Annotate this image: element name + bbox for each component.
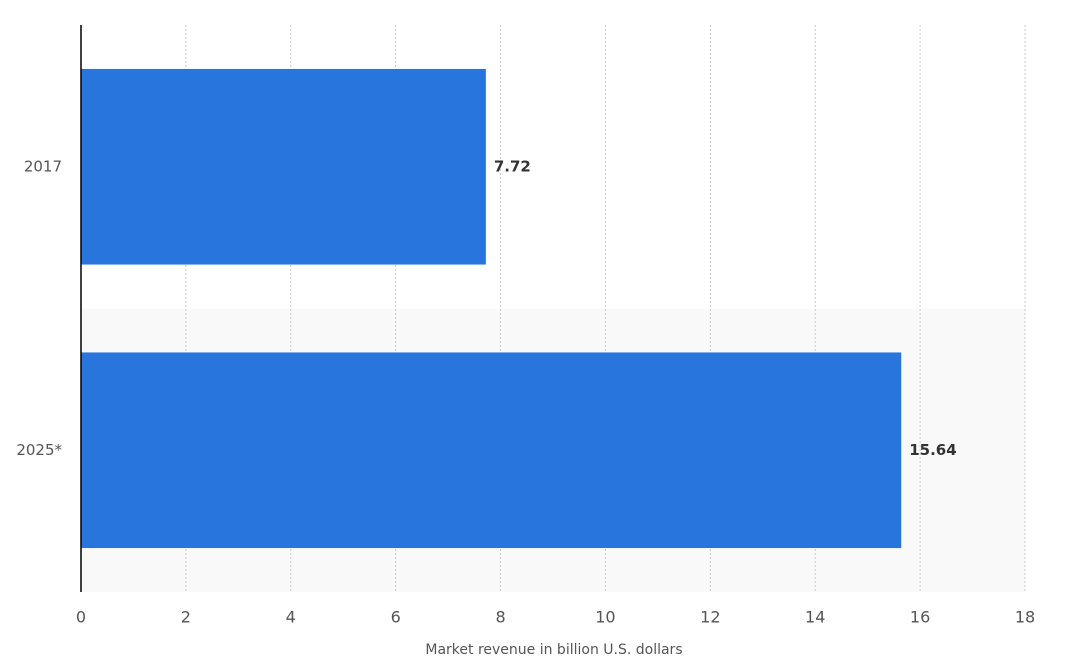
x-tick-label: 2 (181, 608, 191, 627)
y-tick-label: 2017 (24, 157, 62, 175)
y-tick-label: 2025* (16, 441, 62, 459)
x-tick-label: 14 (805, 608, 825, 627)
x-tick-label: 10 (595, 608, 615, 627)
x-tick-label: 0 (76, 608, 86, 627)
value-label: 15.64 (909, 441, 956, 459)
x-tick-label: 4 (286, 608, 296, 627)
value-label: 7.72 (494, 157, 531, 175)
x-tick-label: 16 (910, 608, 930, 627)
x-tick-label: 12 (700, 608, 720, 627)
bar (81, 68, 486, 265)
x-tick-label: 8 (495, 608, 505, 627)
x-tick-label: 18 (1015, 608, 1035, 627)
bar (81, 352, 902, 549)
x-axis-title: Market revenue in billion U.S. dollars (425, 642, 682, 658)
x-tick-label: 6 (391, 608, 401, 627)
